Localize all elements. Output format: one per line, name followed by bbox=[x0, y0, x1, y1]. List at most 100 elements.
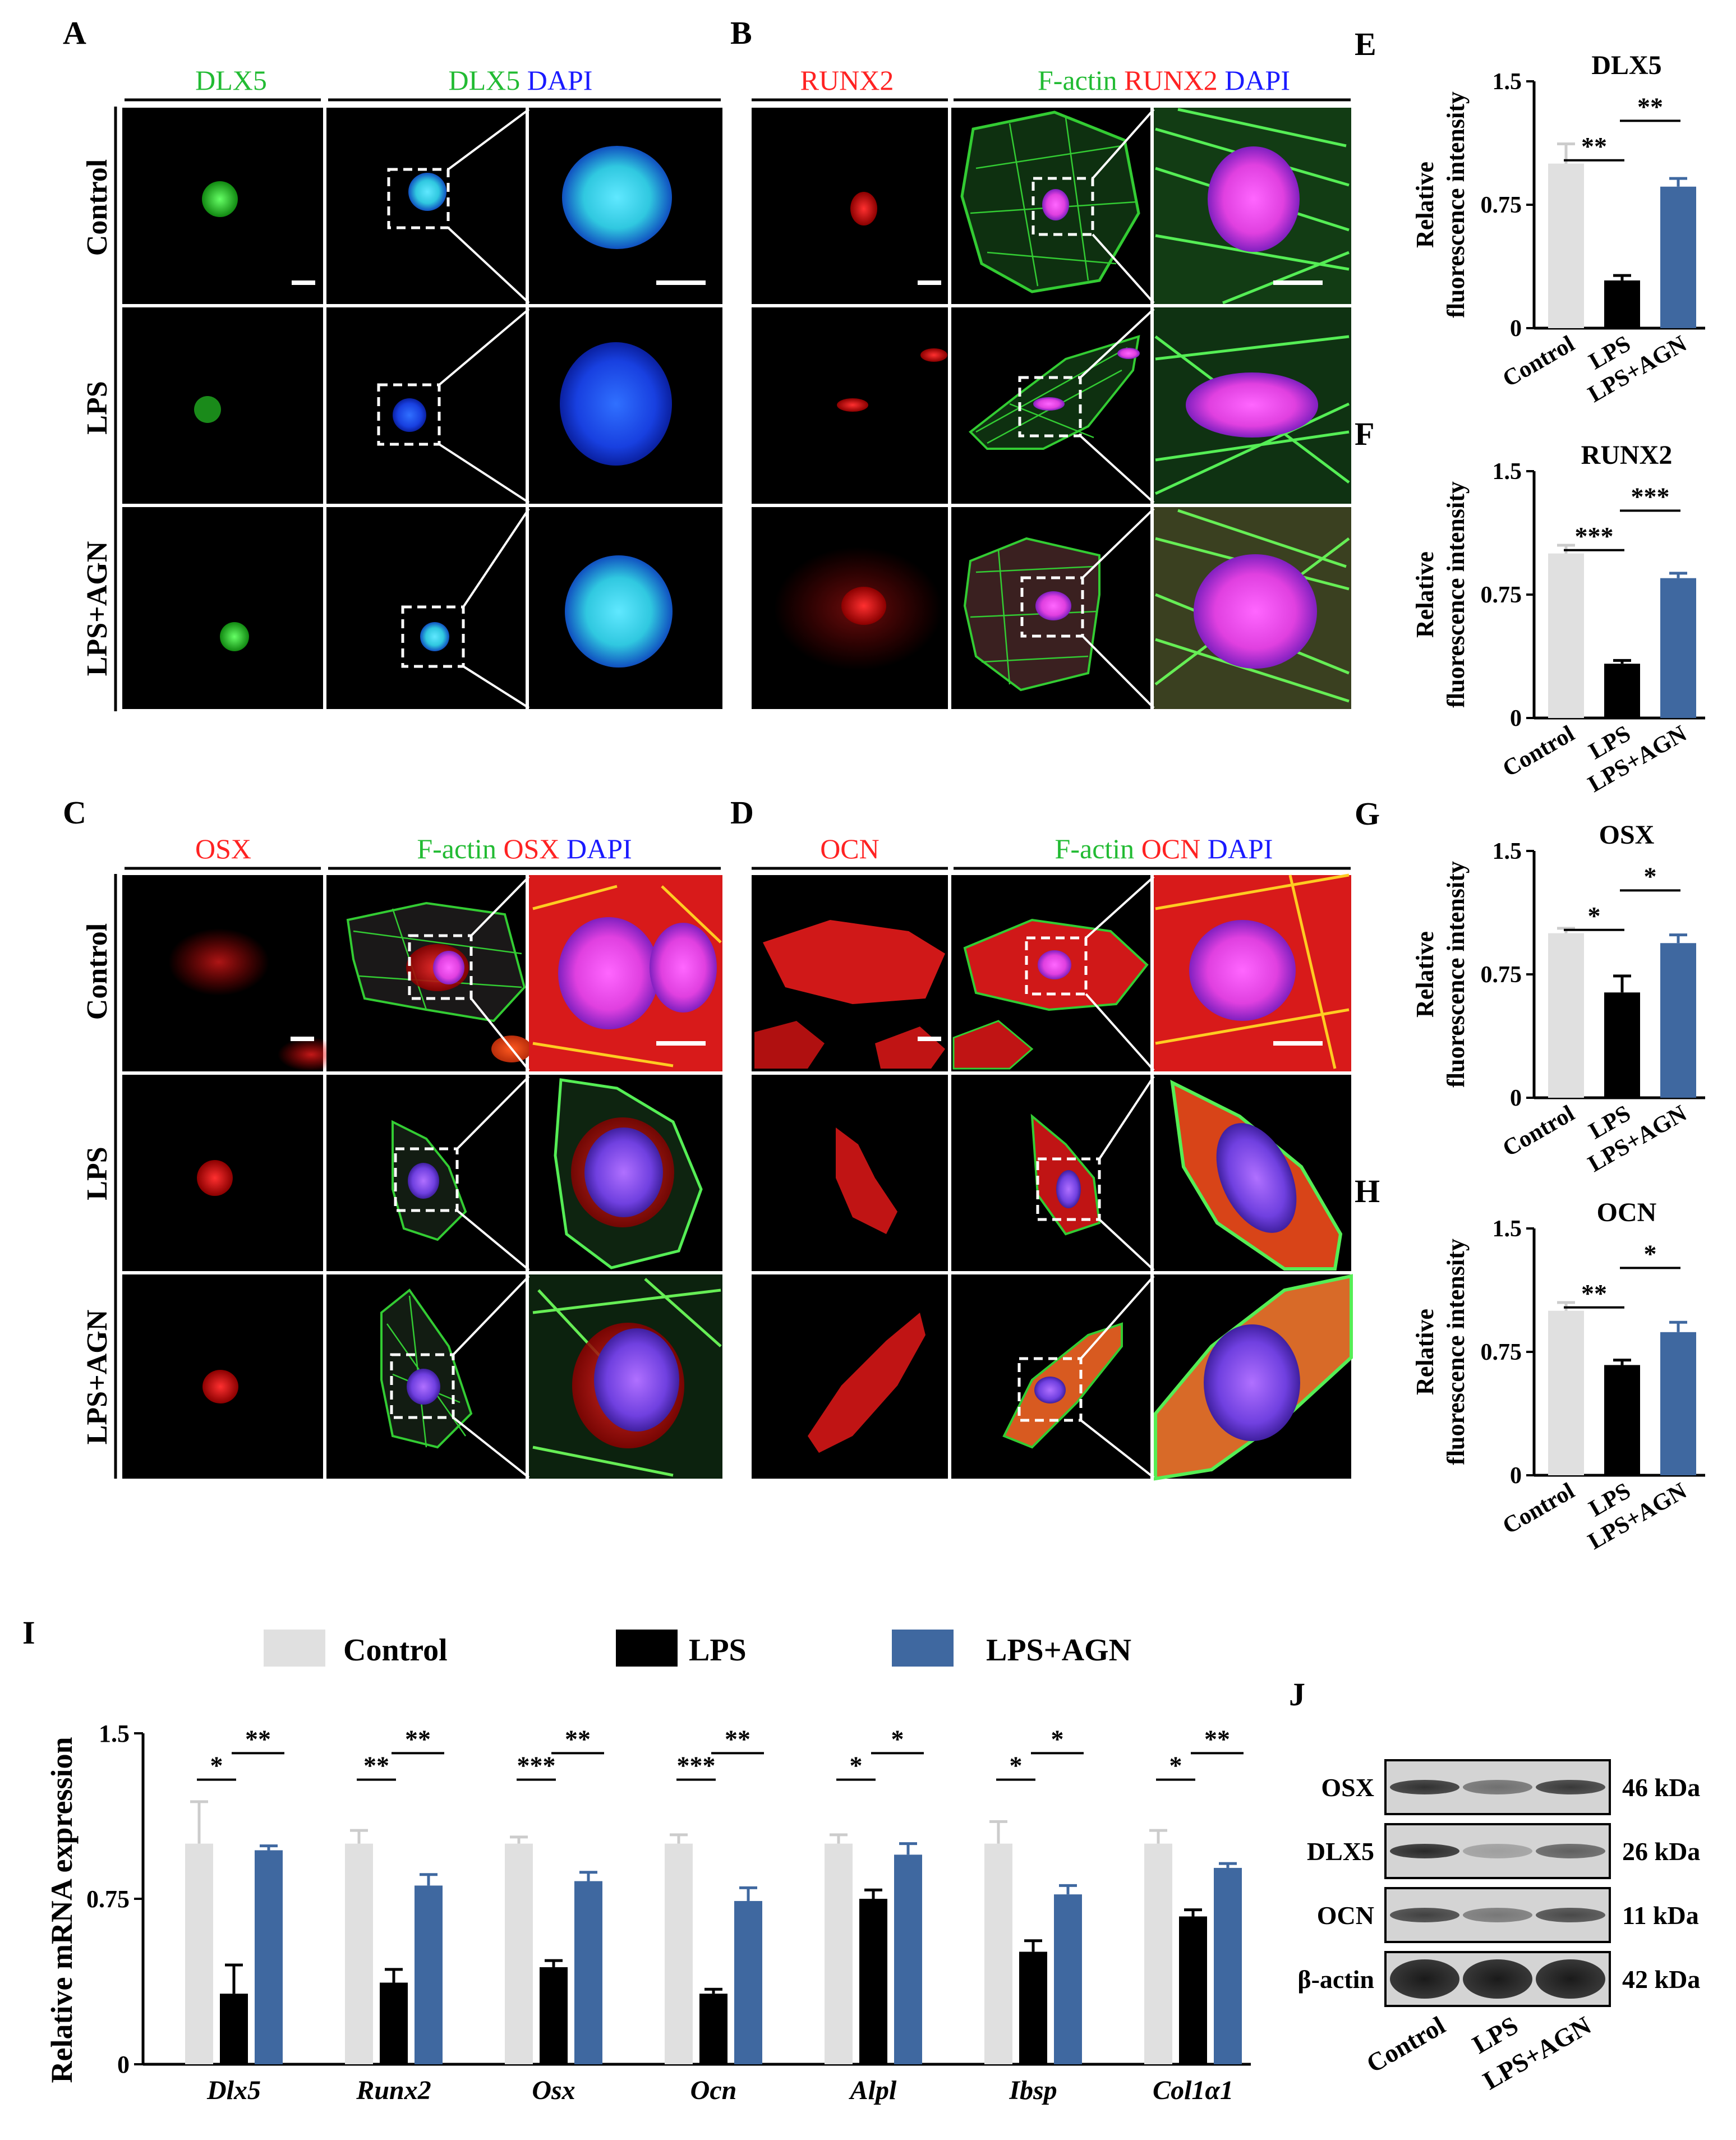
scale-bar bbox=[292, 280, 315, 285]
x-tick-label: Ibsp bbox=[1009, 2075, 1057, 2105]
significance-label: ** bbox=[565, 1724, 591, 1753]
blot-band bbox=[1463, 1908, 1532, 1922]
bar-chart-h: H OCN Relative fluorescence intensity 0 0.75 1… bbox=[1355, 1173, 1705, 1555]
scale-bar bbox=[918, 280, 941, 285]
nucleus bbox=[1038, 950, 1071, 979]
scale-bar bbox=[656, 1041, 706, 1046]
y-axis-label: Relative bbox=[1411, 1309, 1439, 1395]
significance-label: ** bbox=[1204, 1724, 1230, 1753]
y-axis-label: fluorescence intensity bbox=[1442, 861, 1470, 1088]
micrograph-a-agn-dlx5 bbox=[122, 507, 323, 709]
bar bbox=[894, 1854, 922, 2064]
panel-i: I Control LPS LPS+AGN Relative mRNA expr… bbox=[22, 1614, 1251, 2105]
cell-ocn bbox=[754, 1021, 825, 1069]
zoom-line bbox=[447, 227, 530, 304]
blot-row: OSX 46 kDa bbox=[1321, 1759, 1700, 1815]
scale-bar bbox=[1273, 1041, 1323, 1046]
bar bbox=[1604, 664, 1640, 718]
scale-bar bbox=[656, 280, 706, 285]
y-axis-label: fluorescence intensity bbox=[1442, 91, 1470, 318]
actin-fibers bbox=[1155, 873, 1350, 1069]
panel-b-header-left: RUNX2 bbox=[800, 65, 894, 96]
panel-c: C OSX F-actin OSX DAPI Control LPS LPS+A… bbox=[63, 794, 722, 1479]
bar bbox=[255, 1850, 283, 2064]
bar-chart-e: E DLX5 Relative fluorescence intensity 0 0.75… bbox=[1355, 26, 1705, 408]
y-axis-label: Relative bbox=[1411, 162, 1439, 248]
blot-lane-label: Control bbox=[1361, 2010, 1450, 2078]
panel-a-row-label-2: LPS+AGN bbox=[81, 541, 113, 676]
nucleus bbox=[408, 1163, 439, 1199]
cell-ocn bbox=[808, 1313, 925, 1453]
bar bbox=[859, 1899, 887, 2064]
blot-band bbox=[1463, 1959, 1532, 1999]
western-blot: OSX 46 kDa DLX5 26 kDa OCN 11 kDa β-actin 42 kD… bbox=[1297, 1759, 1700, 2095]
nucleus bbox=[197, 1160, 233, 1196]
significance-label: ** bbox=[1637, 92, 1663, 121]
zoom-line bbox=[452, 1275, 530, 1356]
panel-a: A DLX5 DLX5 DAPI Control LPS LPS+AGN bbox=[63, 15, 722, 711]
panel-letter: G bbox=[1355, 795, 1380, 832]
panel-i-letter: I bbox=[22, 1614, 35, 1651]
scale-bar bbox=[918, 1037, 941, 1041]
nucleus-zoom bbox=[1194, 554, 1317, 669]
zoom-box bbox=[1025, 936, 1088, 996]
nucleus bbox=[220, 622, 249, 651]
bar bbox=[699, 1994, 727, 2064]
panel-j: J OSX 46 kDa DLX5 26 kDa OCN 11 kDa β-actin 42 … bbox=[1289, 1676, 1700, 2095]
y-tick-label: 0.75 bbox=[86, 1885, 130, 1913]
zoom-line bbox=[1098, 1075, 1155, 1160]
y-tick-label: 1.5 bbox=[1493, 69, 1522, 95]
bar bbox=[1548, 1310, 1584, 1475]
legend-swatch-control bbox=[264, 1630, 325, 1667]
scale-bar bbox=[1273, 280, 1323, 285]
bar bbox=[1548, 933, 1584, 1098]
panel-letter: E bbox=[1355, 26, 1376, 62]
bar bbox=[665, 1843, 693, 2064]
nucleus-zoom bbox=[1208, 146, 1300, 252]
blot-size-label: 26 kDa bbox=[1622, 1837, 1700, 1866]
significance-label: * bbox=[1644, 1239, 1657, 1268]
zoom-line bbox=[1080, 1275, 1155, 1360]
bar bbox=[540, 1967, 568, 2064]
y-tick-label: 1.5 bbox=[1493, 459, 1522, 485]
chart-title: OCN bbox=[1597, 1198, 1657, 1227]
panel-c-header-left: OSX bbox=[195, 833, 251, 864]
significance-label: *** bbox=[517, 1751, 556, 1780]
chart-title: OSX bbox=[1599, 820, 1655, 850]
bar bbox=[505, 1843, 533, 2064]
micrograph-a-lps-dlx5 bbox=[122, 307, 323, 504]
panel-c-letter: C bbox=[63, 794, 86, 831]
nucleus bbox=[1034, 1377, 1066, 1403]
nucleus bbox=[433, 951, 464, 984]
significance-label: * bbox=[1010, 1751, 1023, 1780]
nucleus-zoom bbox=[650, 923, 717, 1013]
significance-label: ** bbox=[725, 1724, 750, 1753]
y-tick-label: 1.5 bbox=[99, 1720, 130, 1747]
micrograph-b-control-runx2 bbox=[752, 108, 948, 304]
zoom-box bbox=[1018, 376, 1082, 438]
significance-label: *** bbox=[677, 1751, 716, 1780]
significance-label: ** bbox=[1581, 1279, 1607, 1308]
zoom-line bbox=[1080, 1419, 1155, 1479]
zoom-box bbox=[377, 383, 441, 446]
chart-title: RUNX2 bbox=[1581, 440, 1673, 470]
significance-label: * bbox=[891, 1724, 904, 1753]
nucleus-zoom bbox=[594, 1328, 679, 1432]
nucleus-zoom bbox=[562, 146, 672, 249]
bar bbox=[734, 1900, 762, 2064]
bar bbox=[1054, 1894, 1082, 2064]
zoom-box bbox=[1036, 1157, 1101, 1221]
zoom-line bbox=[447, 108, 530, 171]
actin-fibers bbox=[532, 1278, 722, 1477]
nucleus bbox=[202, 1370, 238, 1403]
zoom-line bbox=[1085, 876, 1155, 939]
bar bbox=[1604, 1365, 1640, 1475]
blot-band bbox=[1536, 1908, 1605, 1922]
panel-a-header-left: DLX5 bbox=[195, 65, 267, 96]
bar bbox=[1604, 280, 1640, 328]
nucleus bbox=[420, 622, 449, 651]
bar bbox=[1660, 1332, 1696, 1475]
zoom-line bbox=[1092, 108, 1155, 180]
